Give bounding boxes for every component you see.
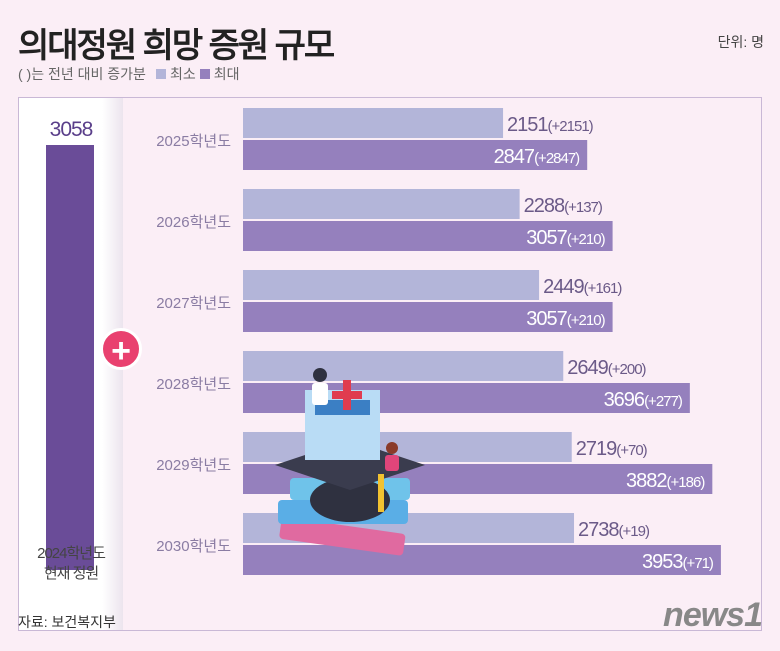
value-label: 2719 <box>576 438 617 460</box>
category-label: 2025학년도 <box>156 133 231 150</box>
bar-min <box>243 108 504 138</box>
bar-min <box>243 432 572 462</box>
legend: ( )는 전년 대비 증가분 최소 최대 <box>18 64 239 84</box>
education-illustration <box>275 368 425 556</box>
legend-min: 최소 <box>169 66 196 82</box>
increase-label: (+277) <box>644 393 683 410</box>
data-label: 3953(+71) <box>642 551 714 573</box>
value-label: 2649 <box>567 357 608 379</box>
increase-label: (+200) <box>608 361 647 378</box>
unit-label: 단위: 명 <box>717 34 764 50</box>
increase-label: (+186) <box>667 474 706 491</box>
data-label: 3057(+210) <box>526 227 605 249</box>
bar-min <box>243 270 540 300</box>
value-label: 3057 <box>526 308 567 330</box>
source-text: 자료: 보건복지부 <box>18 614 116 630</box>
news1-logo: news1 <box>663 596 763 634</box>
increase-label: (+137) <box>564 199 603 216</box>
value-label: 3882 <box>626 470 667 492</box>
value-label: 2738 <box>578 519 619 541</box>
data-label: 2151(+2151) <box>507 114 594 136</box>
category-label: 2026학년도 <box>156 214 231 231</box>
data-label: 3882(+186) <box>626 470 705 492</box>
increase-label: (+161) <box>584 280 623 297</box>
legend-note: ( )는 전년 대비 증가분 <box>18 66 146 82</box>
bar-min <box>243 351 564 381</box>
legend-max: 최대 <box>213 66 240 82</box>
data-label: 2719(+70) <box>576 438 648 460</box>
value-label: 2151 <box>507 114 548 136</box>
category-label: 2030학년도 <box>156 538 231 555</box>
data-label: 2847(+2847) <box>494 146 581 168</box>
value-label: 2847 <box>494 146 535 168</box>
baseline-column: 3058 2024학년도 현재 정원 <box>19 98 123 630</box>
legend-swatch-max <box>199 69 210 79</box>
category-label: 2028학년도 <box>156 376 231 393</box>
category-label: 2029학년도 <box>156 457 231 474</box>
legend-swatch-min <box>155 69 166 79</box>
data-label: 3696(+277) <box>604 389 683 411</box>
plus-icon: + <box>100 328 142 370</box>
value-label: 3953 <box>642 551 683 573</box>
category-label: 2027학년도 <box>156 295 231 312</box>
baseline-caption: 2024학년도 현재 정원 <box>19 544 123 584</box>
increase-label: (+71) <box>682 555 713 572</box>
increase-label: (+70) <box>616 442 647 459</box>
bar-max <box>243 140 588 170</box>
page-title: 의대정원 희망 증원 규모 <box>18 27 335 65</box>
baseline-caption-text: 현재 정원 <box>43 565 99 582</box>
increase-label: (+2151) <box>548 118 594 135</box>
bar-max <box>243 221 613 251</box>
data-label: 2288(+137) <box>524 195 603 217</box>
data-label: 2449(+161) <box>543 276 622 298</box>
data-label: 2649(+200) <box>567 357 646 379</box>
baseline-value: 3058 <box>49 118 94 141</box>
increase-label: (+2847) <box>534 150 580 167</box>
bar-max <box>243 302 613 332</box>
data-label: 3057(+210) <box>526 308 605 330</box>
value-label: 2449 <box>543 276 584 298</box>
increase-label: (+210) <box>567 231 606 248</box>
increase-label: (+19) <box>619 523 650 540</box>
bar-max <box>243 545 721 575</box>
increase-label: (+210) <box>567 312 606 329</box>
baseline-caption-year: 2024학년도 <box>37 545 106 562</box>
value-label: 3057 <box>526 227 567 249</box>
value-label: 2288 <box>524 195 565 217</box>
bar-min <box>243 189 520 219</box>
data-label: 2738(+19) <box>578 519 650 541</box>
value-label: 3696 <box>604 389 645 411</box>
baseline-bar <box>46 145 94 570</box>
